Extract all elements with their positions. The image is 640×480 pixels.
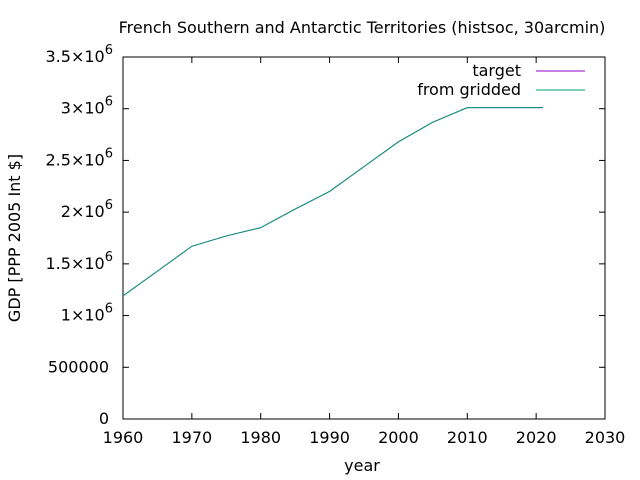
x-tick-label: 2020 bbox=[516, 428, 557, 447]
x-tick-label: 1970 bbox=[171, 428, 212, 447]
y-tick-mantissa: 3×10 bbox=[61, 99, 105, 118]
y-tick-exponent: 6 bbox=[105, 146, 113, 161]
chart-title: French Southern and Antarctic Territorie… bbox=[119, 18, 606, 37]
y-tick-mantissa: 500000 bbox=[48, 357, 109, 376]
y-tick-exponent: 6 bbox=[105, 95, 113, 110]
y-tick-exponent: 6 bbox=[105, 198, 113, 213]
y-tick-exponent: 6 bbox=[105, 302, 113, 317]
legend-label: from gridded bbox=[417, 80, 521, 99]
y-tick-mantissa: 1×10 bbox=[61, 306, 105, 325]
y-tick-mantissa: 0 bbox=[99, 409, 109, 428]
axis-ticks bbox=[122, 56, 606, 420]
y-tick-label: 2×106 bbox=[61, 198, 113, 221]
x-tick-label: 1960 bbox=[103, 428, 144, 447]
x-tick-label: 2030 bbox=[585, 428, 626, 447]
series-line-1 bbox=[122, 107, 544, 297]
series-line-0 bbox=[122, 107, 544, 297]
y-tick-mantissa: 2.5×10 bbox=[46, 150, 105, 169]
x-axis-label: year bbox=[344, 456, 380, 475]
y-tick-label: 1×106 bbox=[61, 302, 113, 325]
y-tick-label: 3.5×106 bbox=[46, 43, 114, 66]
y-axis-label: GDP [PPP 2005 Int $] bbox=[5, 154, 24, 322]
x-tick-label: 1990 bbox=[309, 428, 350, 447]
x-tick-label: 2000 bbox=[378, 428, 419, 447]
y-tick-mantissa: 2×10 bbox=[61, 202, 105, 221]
y-tick-mantissa: 1.5×10 bbox=[46, 254, 105, 273]
plot-frame bbox=[122, 56, 606, 420]
y-tick-exponent: 6 bbox=[105, 43, 113, 58]
y-tick-label: 500000 bbox=[48, 357, 109, 376]
y-tick-label: 0 bbox=[99, 409, 109, 428]
x-tick-labels: 1960 1970 1980 1990 2000 2010 2020 2030 bbox=[103, 428, 626, 447]
y-tick-label: 3×106 bbox=[61, 95, 113, 118]
y-tick-label: 2.5×106 bbox=[46, 146, 114, 169]
series-lines bbox=[122, 107, 544, 297]
y-tick-label: 1.5×106 bbox=[46, 250, 114, 273]
x-tick-label: 1980 bbox=[240, 428, 281, 447]
y-tick-exponent: 6 bbox=[105, 250, 113, 265]
x-tick-label: 2010 bbox=[447, 428, 488, 447]
y-tick-mantissa: 3.5×10 bbox=[46, 47, 105, 66]
legend-label: target bbox=[472, 61, 521, 80]
y-tick-labels: 05000001×1061.5×1062×1062.5×1063×1063.5×… bbox=[46, 43, 114, 428]
